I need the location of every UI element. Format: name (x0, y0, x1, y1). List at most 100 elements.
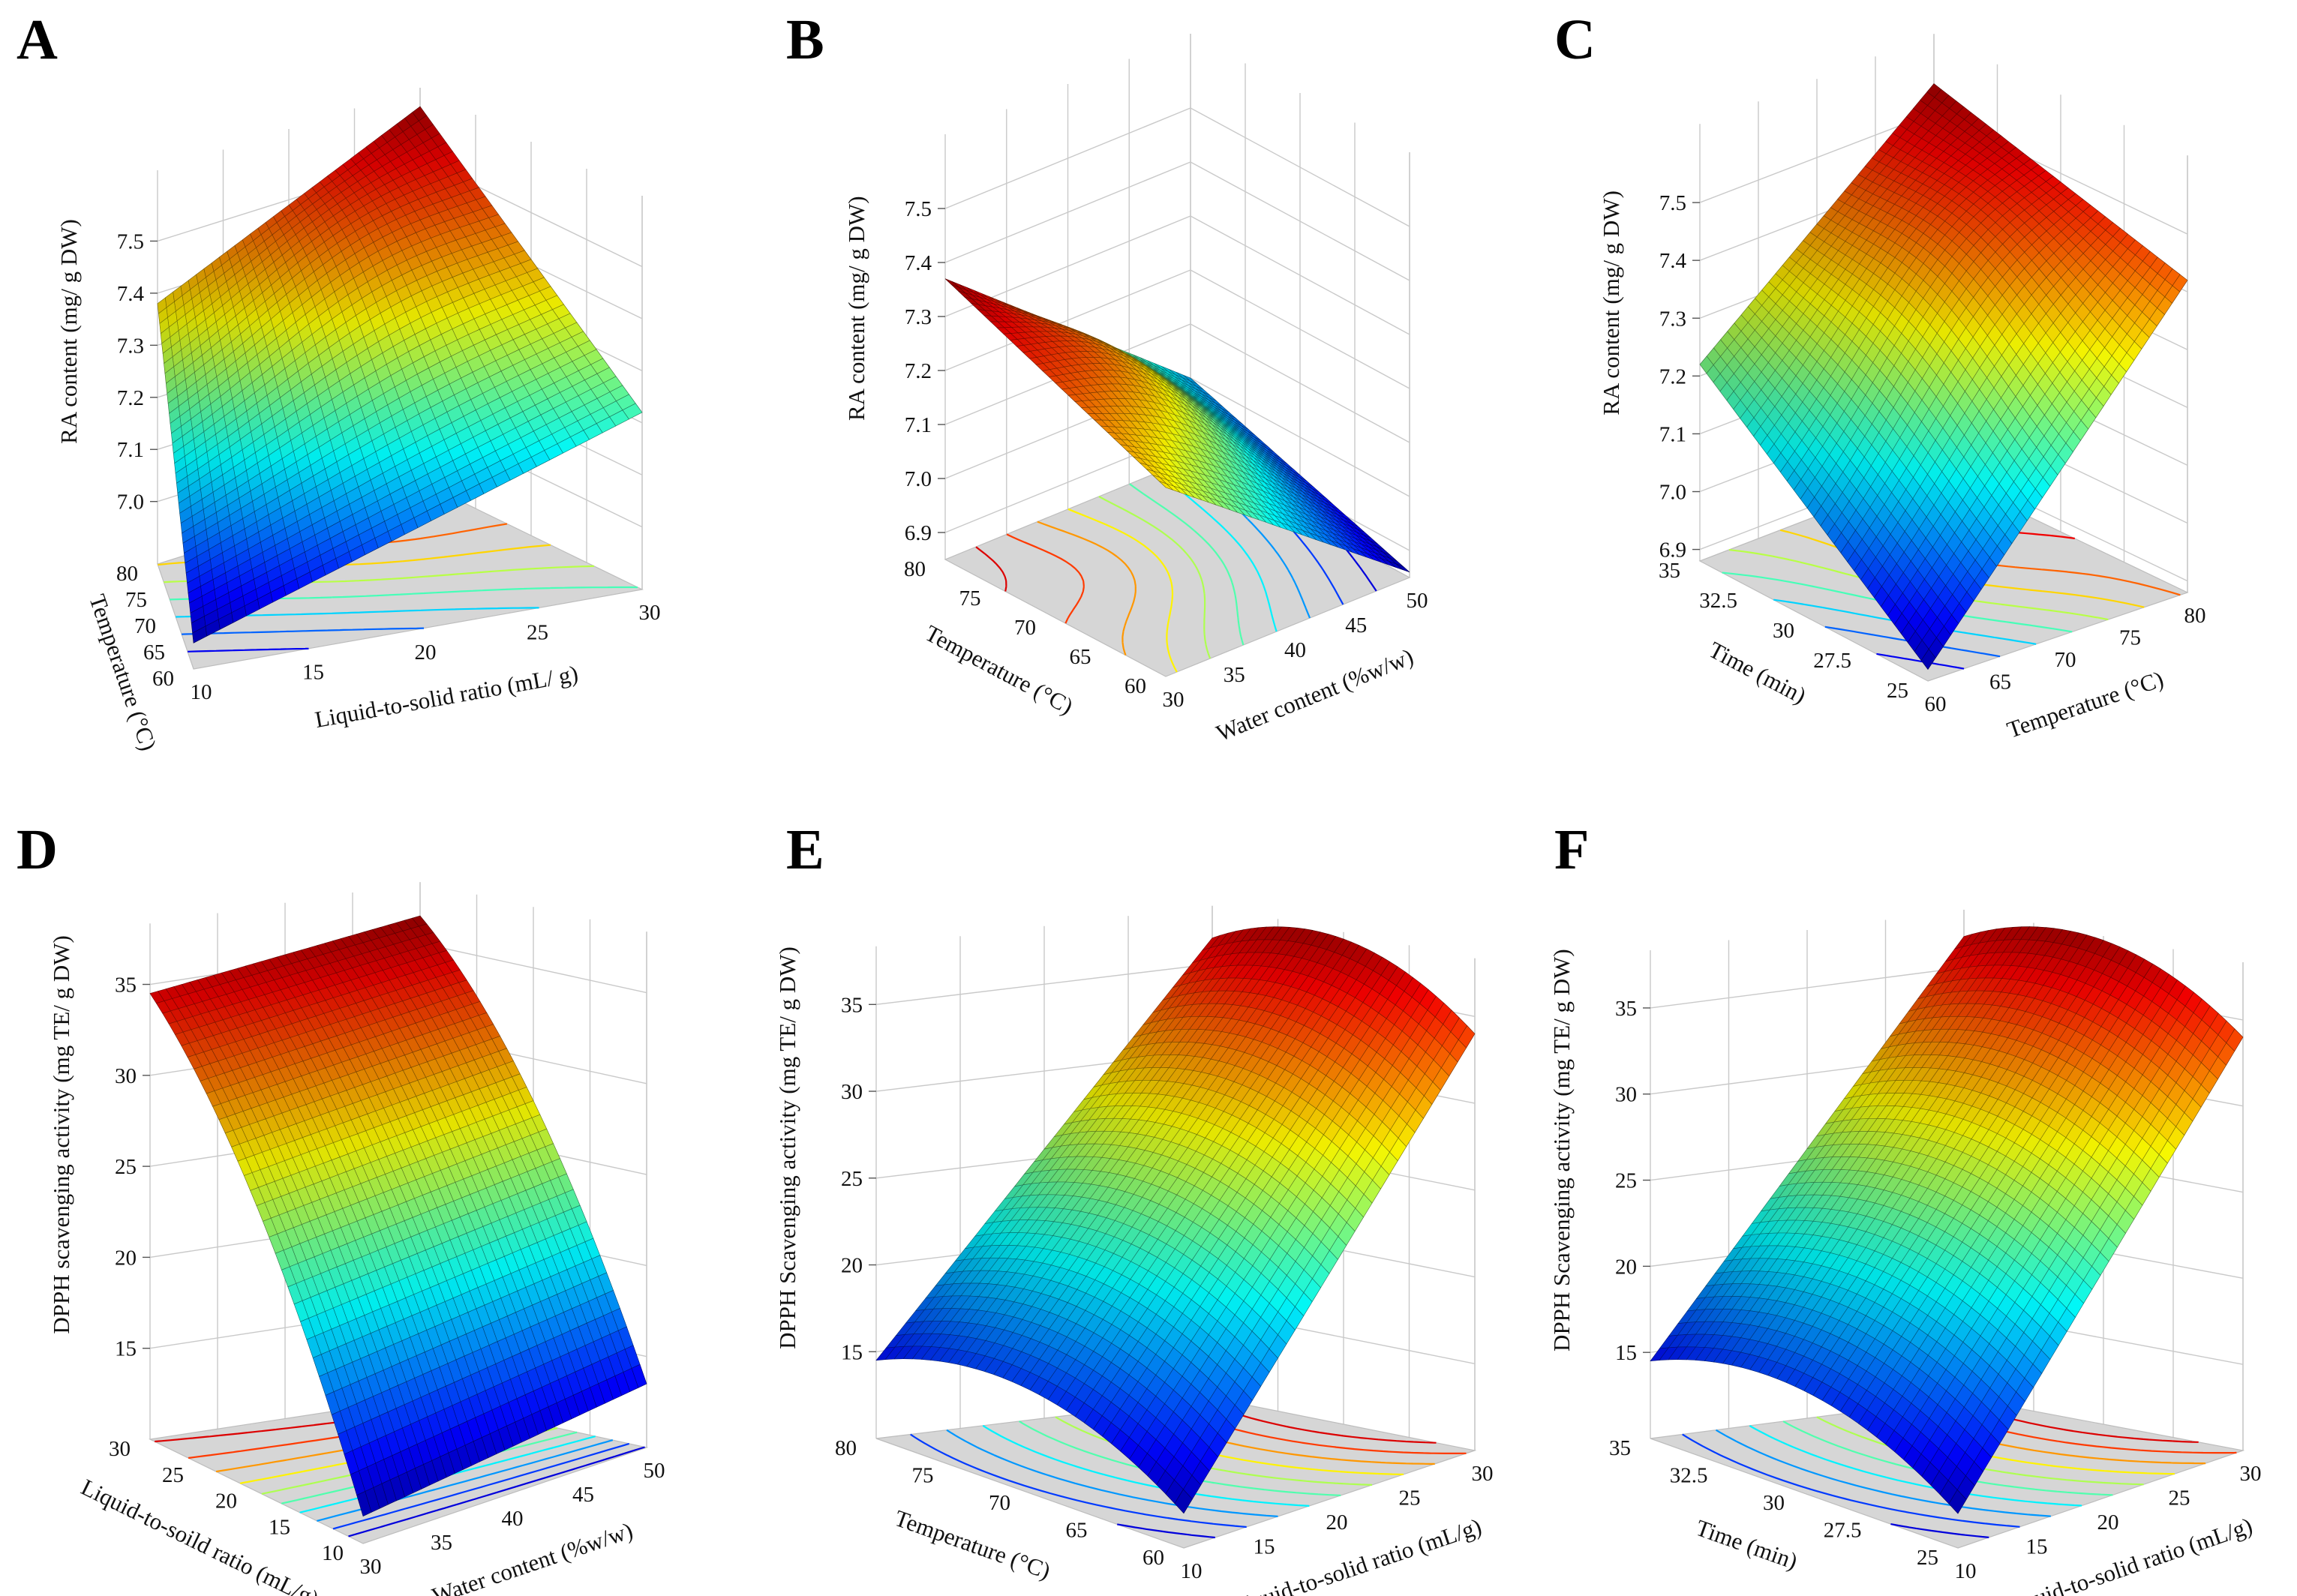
panel-b-y-tick-label: 60 (1124, 674, 1146, 698)
panel-c-x-tick-label: 60 (1925, 692, 1947, 716)
panel-d-z-tick-label: 15 (115, 1337, 137, 1361)
panel-b-z-tick-label: 7.0 (905, 467, 932, 491)
panel-a-y-tick-label: 60 (152, 667, 174, 691)
panel-b: 6.9 7.0 7.1 7.2 7.3 7.4 7.5 RA content (mg/ g D… (786, 8, 1428, 746)
panel-c-letter: C (1554, 8, 1596, 71)
panel-b-x-tick-label: 40 (1284, 638, 1306, 662)
panel-c-y-tick-label: 27.5 (1813, 649, 1851, 673)
panel-a-x-tick-label: 20 (415, 640, 437, 664)
panel-b-z-axis-label: RA content (mg/ g DW) (843, 196, 869, 421)
panel-d-z-axis-label: DPPH scavenging activity (mg TE/ g DW) (48, 935, 74, 1334)
panel-c-x-tick-label: 65 (1989, 670, 2011, 694)
panel-b-contour-line (1098, 496, 1212, 659)
panel-b-x-tick-label: 35 (1224, 663, 1245, 687)
panel-a-y-tick-label: 65 (143, 640, 165, 664)
panel-b-contour-line (975, 546, 1007, 592)
panel-a-y-tick-label: 70 (134, 614, 156, 638)
panel-a-z-tick-label: 7.3 (117, 334, 144, 358)
panel-b-contour-line (1037, 520, 1136, 656)
panel-c-z-axis-label: RA content (mg/ g DW) (1598, 190, 1624, 416)
panel-c-x-tick-label: 80 (2184, 604, 2206, 628)
panel-a-z-tick-label: 7.0 (117, 490, 144, 514)
panel-b-letter: B (786, 8, 824, 71)
panel-d-letter: D (17, 818, 58, 881)
panel-e-surface (875, 926, 1476, 1514)
panel-c-x-tick-label: 75 (2119, 626, 2141, 650)
panel-d-z-tick-label: 25 (115, 1155, 137, 1179)
panel-a-contour-line (188, 647, 309, 652)
panel-a-z-tick-label: 7.1 (117, 438, 144, 462)
panel-a-x-tick-label: 15 (302, 661, 324, 685)
panel-a-surface-cell (192, 626, 207, 644)
panel-c-y-tick-label: 35 (1659, 559, 1680, 583)
panel-b-x-axis-label: Water content (%w/w) (1212, 643, 1416, 746)
panel-d-x-axis-label: Water content (%w/w) (428, 1517, 635, 1596)
panel-c-z-tick-label: 7.3 (1659, 307, 1686, 331)
panel-d-y-tick-label: 20 (215, 1490, 237, 1514)
panel-d-y-tick-label: 25 (162, 1463, 184, 1487)
panel-a-surface (157, 106, 643, 644)
panel-b-y-axis-label: Temperature (°C) (921, 620, 1078, 719)
panel-c-z-tick-label: 7.2 (1659, 364, 1686, 388)
panel-d-z-axis: 15 20 25 30 35 DPPH scavenging activity (mg T… (48, 935, 150, 1361)
panel-a-x-tick-label: 25 (527, 621, 548, 645)
panel-b-contour-line (1006, 533, 1085, 624)
panel-d-x-tick-label: 40 (502, 1507, 524, 1531)
panel-a-z-axis-label: RA content (mg/ g DW) (56, 219, 82, 444)
panel-d-x-tick-label: 50 (644, 1459, 665, 1483)
panel-d-y-tick-label: 10 (322, 1541, 344, 1565)
panel-b-z-tick-label: 7.4 (905, 251, 932, 275)
panel-b-z-tick-label: 7.2 (905, 359, 932, 383)
panel-b-z-tick-label: 7.1 (905, 413, 932, 437)
panel-b-contours (975, 459, 1377, 673)
panel-a-x-axis-label: Liquid-to-solid ratio (mL/ g) (313, 660, 580, 733)
panel-b-x-tick-label: 30 (1163, 688, 1185, 712)
panel-d-x-tick-label: 45 (572, 1483, 594, 1507)
panel-d-y-tick-label: 15 (269, 1515, 290, 1539)
panel-a-y-tick-label: 80 (116, 562, 138, 586)
panel-d-z-tick-label: 35 (115, 974, 137, 998)
panel-b-z-axis: 6.9 7.0 7.1 7.2 7.3 7.4 7.5 RA content (mg/ g D… (843, 196, 945, 545)
panel-c-z-tick-label: 7.5 (1659, 191, 1686, 215)
panel-a: 7.0 7.1 7.2 7.3 7.4 7.5 RA content (mg/ g DW) 6… (17, 8, 661, 754)
panel-b-x-tick-label: 45 (1345, 614, 1367, 638)
panel-c-y-tick-label: 30 (1773, 619, 1794, 643)
panel-d-x-tick-label: 35 (431, 1531, 452, 1555)
panel-a-z-tick-label: 7.4 (117, 282, 145, 306)
panel-d: 15 20 25 30 35 DPPH scavenging activity (mg T… (17, 818, 665, 1596)
panel-d-y-tick-label: 30 (109, 1437, 131, 1461)
panel-c: 6.97.07.17.27.37.47.5RA content (mg/ g D… (1554, 8, 2206, 743)
panel-b-y-tick-label: 80 (904, 557, 926, 581)
panel-a-x-tick-label: 30 (639, 601, 661, 625)
panel-d-z-tick-label: 20 (115, 1246, 137, 1270)
panel-a-z-tick-label: 7.2 (117, 386, 144, 410)
panel-a-letter: A (17, 8, 58, 71)
panel-d-z-tick-label: 30 (115, 1064, 137, 1088)
panel-b-y-tick-label: 70 (1014, 616, 1036, 640)
panel-b-y-tick-label: 65 (1070, 645, 1091, 669)
panel-a-z-axis: 7.0 7.1 7.2 7.3 7.4 7.5 RA content (mg/ g DW) (56, 219, 158, 514)
panel-b-y-tick-label: 75 (959, 586, 981, 610)
panel-d-x-tick-label: 30 (360, 1555, 382, 1579)
panel-b-contour-line (1129, 483, 1245, 646)
panel-c-y-axis-label: Time (min) (1704, 636, 1810, 709)
panel-a-x-tick-label: 10 (191, 680, 212, 704)
panel-c-z-tick-label: 7.0 (1659, 481, 1686, 505)
panel-c-x-tick-label: 70 (2055, 648, 2076, 672)
panel-b-z-tick-label: 6.9 (905, 521, 932, 545)
panel-c-z-tick-label: 7.4 (1659, 249, 1687, 273)
panel-b-surface (944, 278, 1410, 573)
panel-c-x-axis-label: Temperature (°C) (2004, 665, 2166, 742)
panel-b-x-tick-label: 50 (1407, 589, 1428, 613)
panel-c-y-tick-label: 25 (1887, 679, 1908, 703)
panel-b-z-tick-label: 7.5 (905, 197, 932, 221)
panel-a-y-tick-label: 75 (125, 588, 147, 612)
panel-b-surface-cell (944, 278, 959, 288)
panel-c-z-axis: 6.97.07.17.27.37.47.5RA content (mg/ g D… (1598, 190, 1700, 562)
panel-b-contour-line (1067, 508, 1178, 673)
panel-b-z-tick-label: 7.3 (905, 305, 932, 329)
panel-a-z-tick-label: 7.5 (117, 230, 144, 254)
